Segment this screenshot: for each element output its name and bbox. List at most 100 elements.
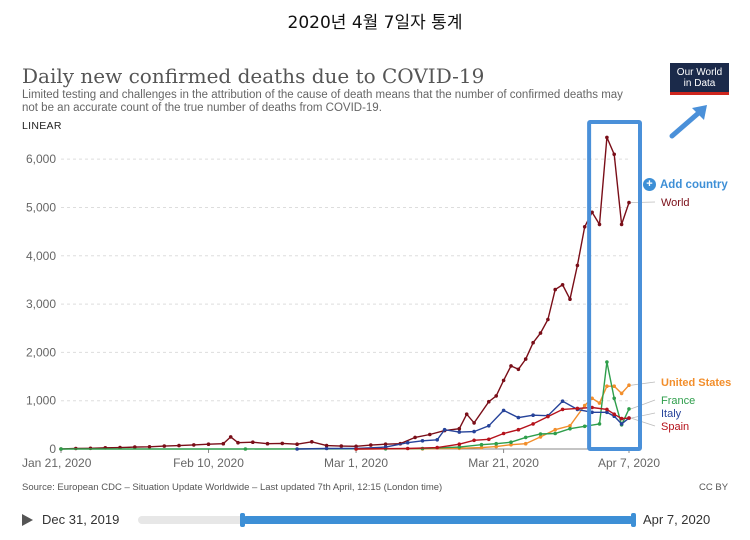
- timeline-selected-range[interactable]: [242, 516, 634, 524]
- data-point: [457, 445, 462, 449]
- owid-logo[interactable]: Our World in Data: [670, 63, 729, 95]
- data-point: [627, 383, 631, 388]
- data-point: [627, 200, 631, 205]
- label-connector: [630, 201, 656, 204]
- data-point: [538, 331, 543, 335]
- logo-line-2: in Data: [683, 78, 716, 89]
- chart-subtitle: Limited testing and challenges in the at…: [22, 89, 623, 114]
- add-country-button[interactable]: + Add country: [643, 178, 728, 191]
- y-tick-label: 0: [49, 442, 56, 456]
- data-point: [369, 443, 373, 447]
- label-connector: [630, 399, 656, 410]
- data-point: [383, 442, 388, 447]
- data-point: [553, 287, 557, 292]
- data-point: [582, 424, 587, 429]
- chart-title: Daily new confirmed deaths due to COVID-…: [22, 64, 485, 88]
- data-point: [523, 441, 528, 446]
- series-line-world: [60, 137, 630, 450]
- data-point: [597, 401, 602, 405]
- data-point: [295, 447, 299, 451]
- data-point: [383, 445, 388, 449]
- timeline-slider[interactable]: Dec 31, 2019 Apr 7, 2020: [0, 507, 750, 533]
- data-point: [509, 364, 513, 368]
- data-point: [457, 430, 462, 434]
- data-point: [501, 378, 506, 383]
- data-point: [435, 438, 440, 442]
- data-point: [538, 435, 543, 439]
- series-label: Italy: [661, 408, 682, 420]
- series-label: Spain: [661, 421, 689, 433]
- data-point: [619, 222, 624, 227]
- y-tick-label: 1,000: [26, 394, 56, 408]
- series-line-italy: [297, 400, 630, 450]
- data-point: [228, 435, 233, 439]
- data-point: [509, 442, 513, 447]
- data-point: [605, 135, 609, 140]
- data-point: [354, 447, 358, 451]
- data-point: [582, 225, 587, 229]
- data-point: [575, 263, 580, 268]
- data-point: [501, 431, 506, 436]
- y-tick-label: 6,000: [26, 152, 56, 166]
- data-point: [221, 441, 226, 446]
- data-point: [516, 367, 521, 372]
- data-point: [243, 447, 248, 451]
- data-point: [472, 429, 476, 434]
- data-point: [428, 432, 432, 437]
- data-point: [619, 391, 624, 396]
- data-point: [324, 443, 329, 448]
- data-point: [523, 357, 528, 361]
- data-point: [516, 427, 521, 432]
- x-tick-label: Mar 21, 2020: [468, 456, 539, 470]
- data-point: [457, 442, 462, 447]
- label-connector: [630, 381, 656, 386]
- data-point: [612, 396, 616, 401]
- data-point: [457, 426, 462, 431]
- logo-line-1: Our World: [676, 67, 723, 78]
- data-point: [568, 424, 572, 428]
- data-point: [472, 438, 476, 443]
- y-tick-label: 4,000: [26, 249, 56, 263]
- play-icon[interactable]: [22, 514, 33, 526]
- data-point: [295, 442, 299, 447]
- data-point: [133, 445, 137, 449]
- data-point: [509, 440, 513, 445]
- data-point: [627, 416, 631, 420]
- data-point: [560, 283, 565, 287]
- data-point: [251, 440, 255, 445]
- x-tick-label: Jan 21, 2020: [22, 456, 92, 470]
- data-point: [516, 415, 521, 420]
- data-point: [590, 210, 594, 215]
- data-point: [597, 222, 602, 227]
- data-point: [442, 427, 447, 432]
- data-point: [435, 445, 440, 450]
- series-label: World: [661, 197, 690, 209]
- plus-circle-icon: +: [643, 178, 656, 191]
- annotation-arrow-icon: [669, 105, 707, 139]
- data-point: [619, 422, 624, 426]
- license-link[interactable]: CC BY: [699, 482, 729, 493]
- data-point: [612, 152, 616, 157]
- data-point: [531, 340, 535, 345]
- data-point: [627, 407, 631, 411]
- data-point: [59, 447, 63, 451]
- y-tick-label: 2,000: [26, 345, 56, 359]
- data-point: [590, 405, 594, 410]
- data-point: [597, 422, 602, 426]
- data-point: [523, 435, 528, 440]
- data-point: [546, 317, 550, 322]
- timeline-start-handle[interactable]: [240, 513, 245, 527]
- add-country-label: Add country: [660, 178, 728, 191]
- data-point: [605, 360, 609, 364]
- data-point: [568, 426, 572, 431]
- data-point: [612, 412, 616, 417]
- highlight-box: [587, 120, 642, 451]
- data-point: [619, 416, 624, 421]
- data-point: [413, 435, 417, 440]
- data-point: [405, 446, 410, 451]
- data-point: [236, 440, 240, 445]
- timeline-end-handle[interactable]: [631, 513, 636, 527]
- linear-scale-toggle[interactable]: LINEAR: [22, 120, 62, 132]
- data-point: [162, 444, 167, 448]
- x-tick-label: Mar 1, 2020: [324, 456, 388, 470]
